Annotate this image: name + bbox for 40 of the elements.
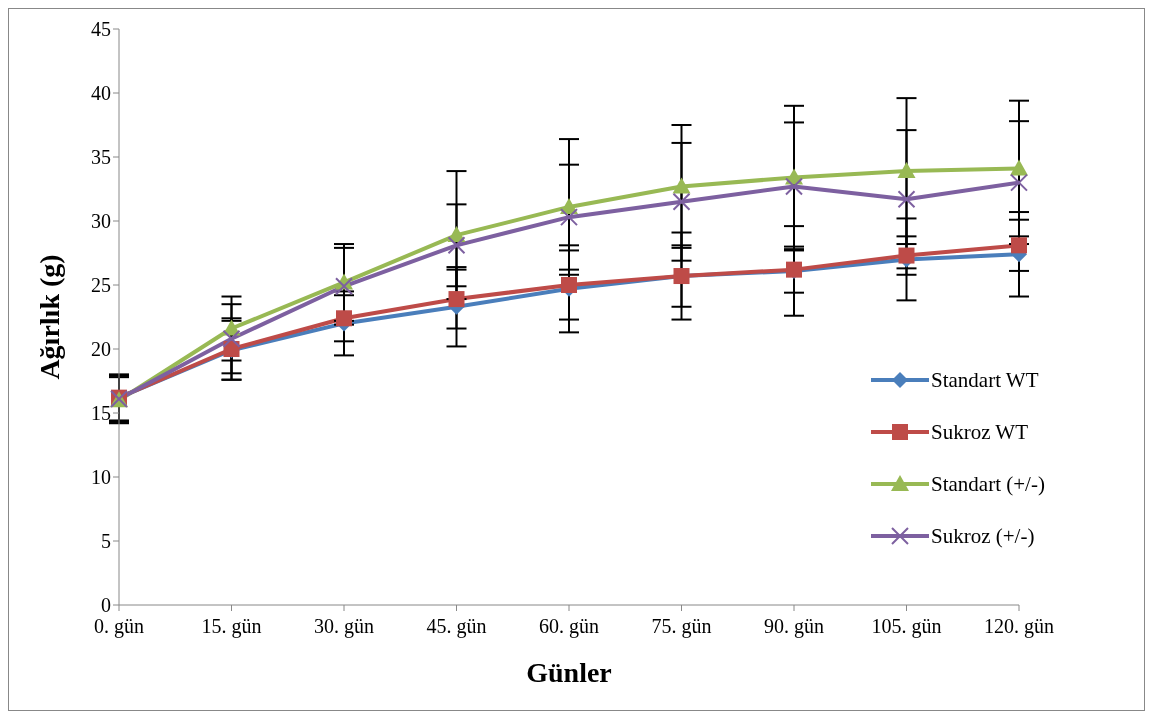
point [222, 329, 241, 348]
y-tick-label: 45 [91, 18, 111, 41]
point [448, 291, 465, 308]
y-tick-label: 25 [91, 274, 111, 297]
x-tick-label: 75. gün [651, 615, 712, 639]
point [1011, 237, 1027, 254]
legend-label: Sukroz (+/-) [931, 523, 1035, 549]
point [447, 236, 466, 255]
point [897, 162, 916, 179]
y-tick-label: 10 [91, 466, 111, 489]
x-axis-title: Günler [526, 657, 612, 688]
y-tick-label: 40 [91, 82, 111, 105]
point [672, 177, 691, 194]
point [898, 247, 915, 264]
x-tick-label: 60. gün [539, 615, 599, 639]
x-tick-label: 0. gün [94, 615, 144, 639]
y-axis-title: Ağırlık (g) [33, 254, 65, 380]
y-tick-label: 0 [101, 594, 111, 617]
point [336, 310, 352, 327]
x-tick-label: 30. gün [314, 615, 374, 639]
point [785, 177, 803, 196]
point [1010, 159, 1028, 176]
y-tick-label: 15 [91, 402, 111, 425]
x-tick-label: 120. gün [984, 615, 1054, 639]
point [1010, 173, 1028, 192]
x-tick-label: 45. gün [426, 615, 487, 639]
legend-label: Sukroz WT [931, 419, 1029, 445]
y-tick-label: 30 [91, 210, 111, 233]
y-tick-label: 35 [91, 146, 111, 169]
legend-label: Standart WT [931, 367, 1039, 393]
point [560, 208, 578, 227]
point [335, 277, 353, 296]
x-tick-label: 15. gün [201, 615, 262, 639]
x-tick-label: 90. gün [764, 615, 824, 639]
point [672, 192, 691, 211]
legend-label: Standart (+/-) [931, 471, 1045, 497]
point [897, 190, 916, 209]
y-tick-label: 5 [101, 530, 111, 553]
x-tick-label: 105. gün [871, 615, 942, 639]
y-tick-label: 20 [91, 338, 111, 361]
